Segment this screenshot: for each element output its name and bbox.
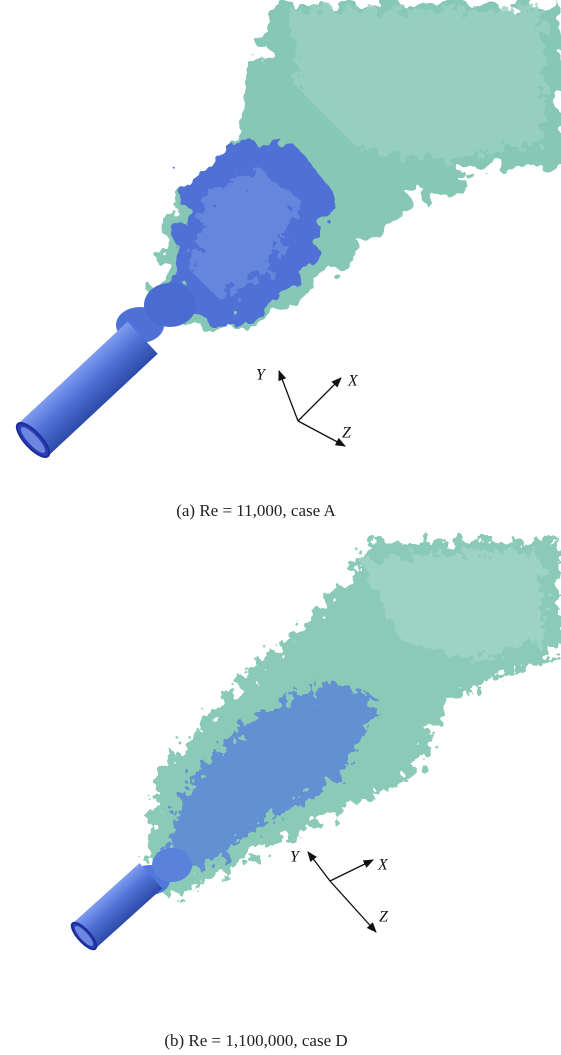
z-arrow [330,881,376,932]
axis-label-z: Z [379,909,389,926]
caption-b: (b) Re = 1,100,000, case D [164,1031,347,1050]
axis-label-x: X [347,373,359,390]
axis-triad-a: Y X Z [256,367,359,446]
y-arrow [308,852,330,881]
x-arrow [330,860,373,881]
axis-label-y: Y [290,849,301,866]
axis-label-y: Y [256,367,267,384]
axis-triad-b: Y X Z [290,849,389,932]
panel-a-render [12,4,561,462]
page: Y X Z (a) Re = 11,000, case A Y X Z (b) … [0,0,561,1055]
caption-a: (a) Re = 11,000, case A [176,501,336,520]
y-arrow [279,371,298,421]
x-arrow [298,378,341,421]
panel-b-render [68,540,561,953]
axis-label-z: Z [342,425,352,442]
axis-label-x: X [377,857,389,874]
figure: Y X Z (a) Re = 11,000, case A Y X Z (b) … [0,0,561,1055]
z-arrow [298,421,345,446]
